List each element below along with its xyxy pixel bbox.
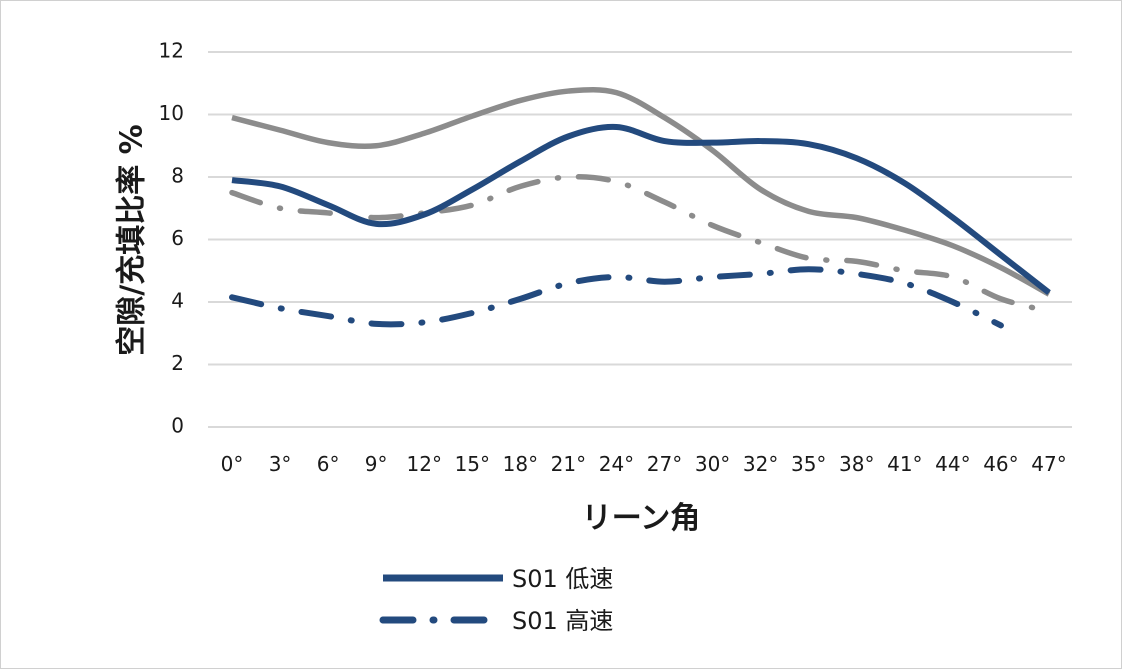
x-tick-12: 35°: [791, 452, 826, 476]
series-group: [229, 86, 1052, 329]
series-line-3: [229, 174, 1052, 315]
x-tick-4: 12°: [407, 452, 442, 476]
x-tick-1: 3°: [269, 452, 292, 476]
legend: S01 低速 S01 高速: [379, 565, 613, 635]
x-tick-labels: 0° 3° 6° 9° 12° 15° 18° 21° 24° 27° 30° 32° 35° 38° 41…: [221, 452, 1067, 476]
series-line-0: [231, 123, 1051, 295]
y-axis-title: 空隙/充填比率 %: [115, 124, 150, 355]
legend-label-s01-high: S01 高速: [512, 607, 613, 635]
x-tick-14: 41°: [887, 452, 922, 476]
x-tick-9: 27°: [647, 452, 682, 476]
x-tick-6: 18°: [503, 452, 538, 476]
x-tick-10: 30°: [695, 452, 730, 476]
y-tick-4: 4: [171, 289, 184, 313]
x-tick-13: 38°: [839, 452, 874, 476]
y-tick-10: 10: [159, 101, 184, 125]
y-tick-0: 0: [171, 414, 184, 438]
x-axis-title: リーン角: [582, 501, 701, 536]
x-tick-0: 0°: [221, 452, 244, 476]
y-tick-6: 6: [171, 226, 184, 250]
x-tick-7: 21°: [551, 452, 586, 476]
y-tick-12: 12: [159, 39, 184, 63]
x-tick-15: 44°: [935, 452, 970, 476]
x-tick-17: 47°: [1031, 452, 1066, 476]
series-line-2: [231, 86, 1051, 297]
y-tick-8: 8: [171, 164, 184, 188]
x-tick-3: 9°: [365, 452, 388, 476]
legend-label-s01-low: S01 低速: [512, 565, 613, 593]
x-tick-2: 6°: [317, 452, 340, 476]
x-tick-5: 15°: [455, 452, 490, 476]
x-tick-11: 32°: [743, 452, 778, 476]
x-tick-16: 46°: [983, 452, 1018, 476]
y-tick-labels: 0 2 4 6 8 10 12: [159, 39, 184, 438]
series-line-1: [229, 266, 1004, 329]
y-tick-2: 2: [171, 351, 184, 375]
x-tick-8: 24°: [599, 452, 634, 476]
